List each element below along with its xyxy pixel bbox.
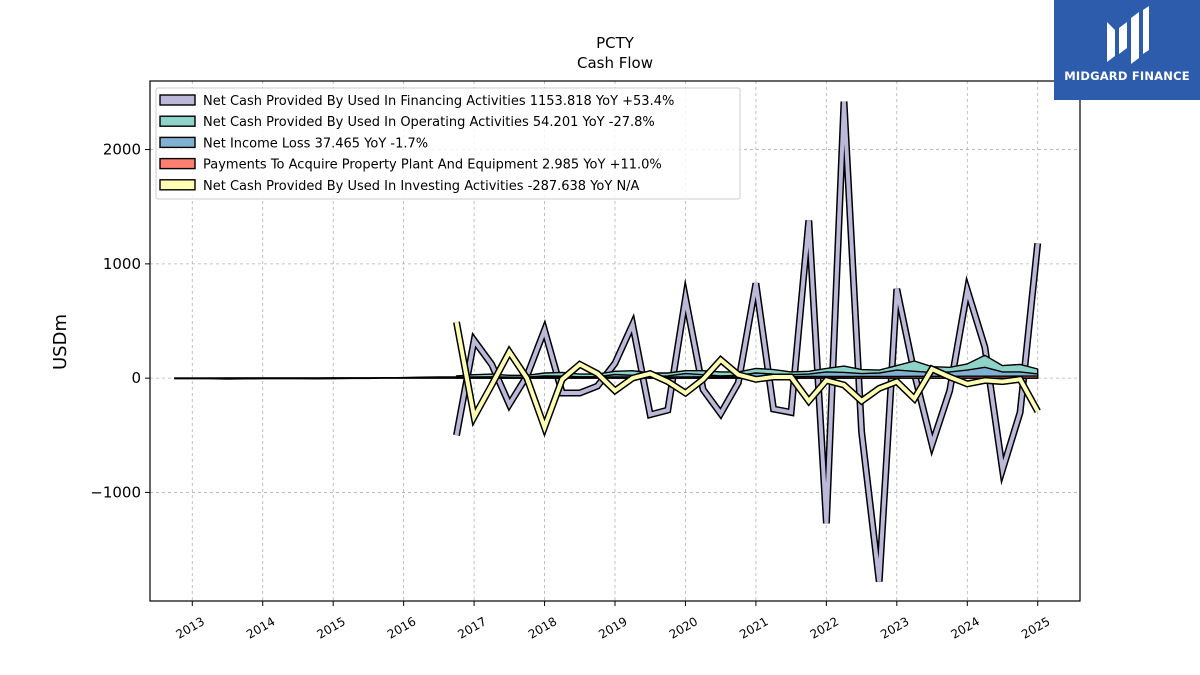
x-tick-label: 2017 — [455, 614, 488, 641]
legend-swatch — [159, 157, 196, 170]
series-5 — [453, 321, 1041, 438]
chart-title: PCTY — [596, 34, 635, 52]
y-tick-label: 2000 — [103, 141, 141, 159]
y-tick-label: 1000 — [103, 255, 141, 273]
series-line — [454, 321, 1040, 434]
midgard-finance-logo: MIDGARD FINANCE — [1054, 0, 1200, 100]
series-1 — [453, 101, 1042, 583]
legend-label: Net Cash Provided By Used In Operating A… — [203, 115, 655, 130]
x-tick-label: 2023 — [878, 614, 911, 641]
x-tick-label: 2014 — [244, 614, 277, 641]
x-tick-label: 2024 — [949, 614, 982, 641]
x-tick-label: 2013 — [174, 614, 207, 641]
legend-swatch — [159, 94, 196, 106]
x-tick-label: 2022 — [808, 614, 841, 641]
x-tick-label: 2016 — [385, 614, 418, 641]
midgard-logo-icon — [1107, 6, 1149, 64]
x-tick-label: 2020 — [667, 614, 700, 641]
x-tick-label: 2018 — [526, 614, 559, 641]
y-tick-label: 0 — [131, 369, 141, 387]
legend-swatch — [159, 136, 196, 149]
legend-box — [155, 87, 741, 200]
legend: Net Cash Provided By Used In Financing A… — [155, 87, 741, 200]
series-line — [454, 101, 1040, 582]
legend-label: Net Income Loss 37.465 YoY -1.7% — [203, 136, 428, 151]
legend-label: Payments To Acquire Property Plant And E… — [203, 158, 662, 173]
y-axis-label: USDm — [50, 314, 71, 370]
legend-swatch — [159, 115, 196, 127]
x-tick-label: 2025 — [1019, 614, 1052, 641]
series-area — [174, 375, 1039, 379]
series-layer — [174, 101, 1042, 583]
legend-label: Net Cash Provided By Used In Financing A… — [203, 94, 674, 109]
y-tick-label: −1000 — [90, 483, 141, 501]
legend-label: Net Cash Provided By Used In Investing A… — [203, 179, 640, 194]
logo-text: MIDGARD FINANCE — [1064, 69, 1190, 83]
chart-subtitle: Cash Flow — [577, 54, 653, 72]
series-4 — [174, 375, 1039, 379]
x-tick-label: 2015 — [314, 614, 347, 641]
legend-swatch — [159, 179, 196, 191]
x-tick-label: 2019 — [596, 614, 629, 641]
x-tick-label: 2021 — [737, 614, 770, 641]
